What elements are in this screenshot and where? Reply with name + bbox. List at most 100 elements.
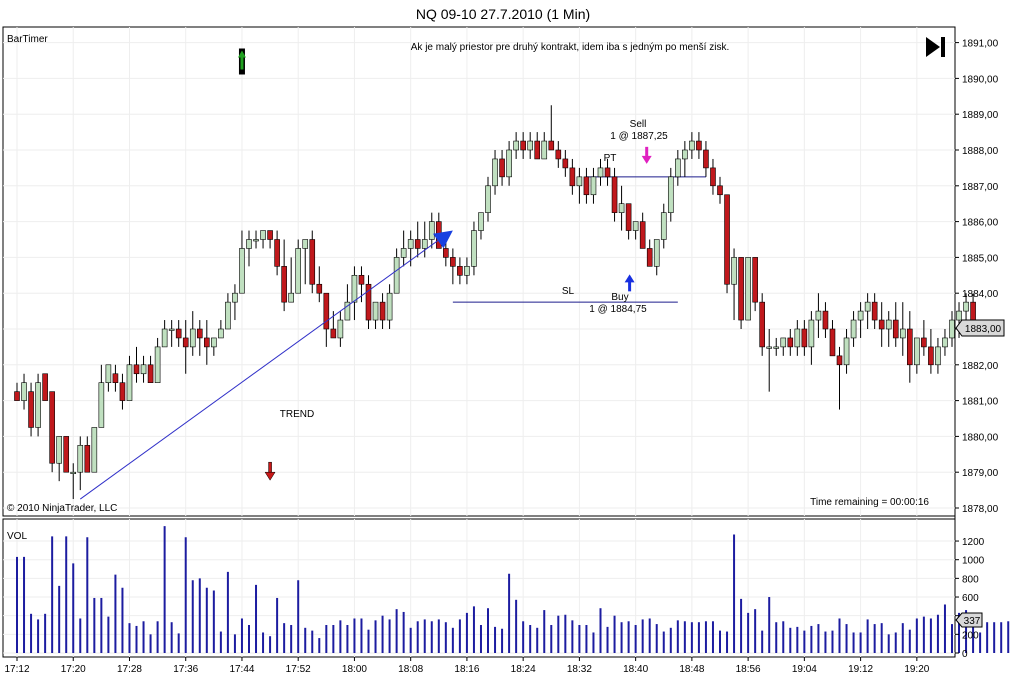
candle-body	[499, 158, 505, 178]
candle	[611, 167, 618, 222]
candle-body	[942, 337, 948, 348]
drawing-overlay	[79, 48, 652, 500]
volume-label: VOL	[7, 531, 27, 542]
candle	[133, 346, 140, 383]
volume-tick-label: 800	[962, 574, 979, 585]
candle-body	[850, 319, 857, 339]
candle-body	[780, 337, 787, 348]
candle-body	[703, 149, 709, 169]
candle-body	[49, 391, 55, 464]
candle	[253, 230, 259, 249]
candle	[759, 293, 765, 356]
candle	[675, 150, 681, 186]
time-tick-label: 18:56	[736, 664, 761, 675]
candle-body	[428, 221, 435, 240]
candle	[267, 230, 273, 249]
current-volume-label: 337	[964, 616, 981, 627]
trend-label: TREND	[280, 409, 314, 420]
candle-body	[175, 328, 182, 339]
candle-body	[478, 212, 484, 231]
candle-body	[365, 283, 372, 321]
candle	[323, 292, 330, 347]
candle	[105, 364, 112, 392]
candle-body	[295, 248, 302, 294]
candle	[548, 105, 555, 151]
candle	[794, 320, 801, 356]
go-to-end-button[interactable]	[926, 37, 945, 57]
candle	[471, 221, 477, 276]
candle-body	[105, 364, 112, 383]
candle	[899, 302, 906, 356]
candle	[787, 329, 794, 356]
candle	[281, 239, 287, 312]
sell-arrow-shaft	[645, 146, 649, 157]
bull-marker-shaft	[240, 57, 244, 70]
candle-body	[196, 328, 203, 339]
play-end-icon[interactable]	[926, 37, 940, 57]
candle	[386, 284, 393, 329]
candle-body	[91, 427, 98, 473]
price-tick-label: 1884,00	[962, 289, 999, 300]
candle-body	[253, 239, 259, 242]
candle-body	[98, 382, 105, 428]
candle	[196, 320, 203, 356]
candle-body	[864, 301, 871, 312]
candle	[28, 382, 34, 437]
volume-tick-label: 1000	[962, 556, 985, 567]
candle	[928, 329, 934, 374]
candle-body	[752, 257, 758, 303]
candle	[211, 337, 217, 356]
candle-body	[232, 292, 238, 303]
candle-body	[590, 176, 597, 196]
candle-body	[857, 310, 864, 321]
candle-body	[569, 167, 576, 187]
candle-body	[147, 364, 154, 383]
sell-fill-label: 1 @ 1887,25	[610, 131, 668, 142]
candle-body	[745, 257, 751, 321]
candle	[590, 167, 597, 204]
candle	[682, 141, 688, 177]
candle	[56, 436, 62, 482]
candle	[112, 364, 119, 392]
candle-body	[274, 239, 280, 267]
candle	[182, 320, 189, 374]
candle	[499, 150, 505, 186]
candle	[717, 176, 723, 204]
candle	[450, 248, 456, 285]
candle	[745, 257, 751, 321]
candle-body	[843, 337, 850, 366]
candle	[625, 203, 632, 240]
candle	[857, 302, 864, 338]
candle-body	[281, 266, 287, 303]
volume-series	[16, 526, 1010, 653]
candle-body	[541, 140, 548, 160]
candle	[646, 239, 653, 267]
candle-body	[211, 337, 217, 348]
candle-body	[182, 337, 189, 348]
price-tick-label: 1890,00	[962, 74, 999, 85]
candle	[555, 141, 562, 168]
price-tick-label: 1891,00	[962, 39, 999, 50]
price-tick-label: 1881,00	[962, 397, 999, 408]
candle-body	[562, 158, 569, 169]
candle-body	[871, 301, 878, 321]
time-tick-label: 17:12	[4, 664, 29, 675]
candle-body	[815, 310, 822, 321]
price-tick-label: 1882,00	[962, 361, 999, 372]
candle	[639, 212, 646, 249]
candle-body	[330, 328, 337, 339]
candle-body	[35, 382, 41, 428]
candle	[513, 132, 519, 159]
candle-body	[288, 292, 294, 303]
candle-body	[316, 283, 323, 294]
candle-body	[344, 301, 351, 321]
candle	[864, 293, 871, 329]
end-bar-icon[interactable]	[941, 37, 945, 57]
candle	[541, 132, 548, 160]
candle-body	[597, 167, 604, 178]
candle-body	[471, 230, 477, 267]
candle-body	[724, 194, 730, 285]
candle-body	[407, 239, 414, 249]
candle	[850, 311, 857, 347]
candle-body	[618, 203, 625, 213]
